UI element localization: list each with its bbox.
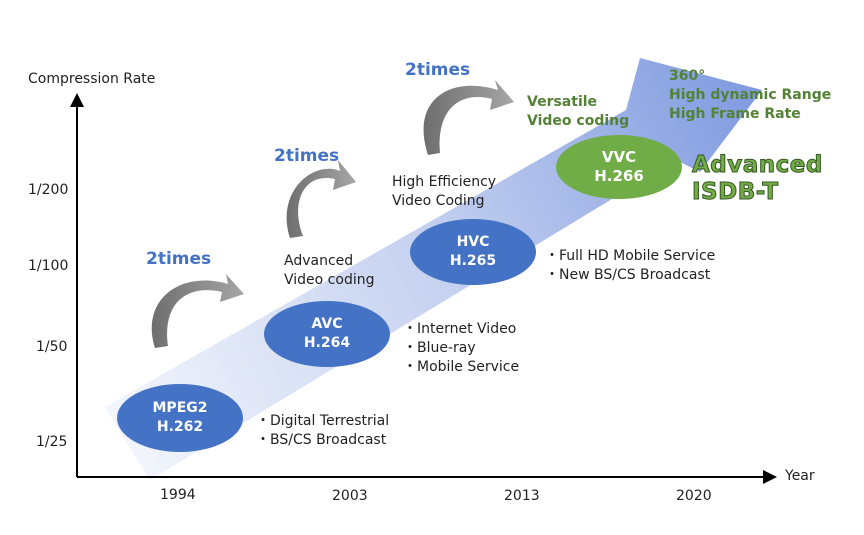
y-tick-label: 1/100 — [28, 258, 69, 274]
y-tick-label: 1/50 — [36, 339, 68, 355]
advanced-isdbt-badge: Advanced ISDB-T — [692, 152, 823, 206]
y-axis-title: Compression Rate — [28, 71, 156, 87]
x-tick-label: 2020 — [676, 488, 712, 504]
x-axis-title: Year — [785, 468, 815, 484]
oval-hevc — [410, 219, 536, 285]
x-tick-label: 1994 — [160, 487, 196, 503]
y-tick-label: 1/200 — [28, 182, 69, 198]
future-features: 360° High dynamic Range High Frame Rate — [669, 68, 832, 122]
x-tick-label: 2013 — [504, 488, 540, 504]
x-tick-label: 2003 — [332, 488, 368, 504]
codec-label-mpeg2: MPEG2 H.262 — [152, 400, 208, 435]
curved-arrow-1 — [151, 274, 244, 348]
curved-arrow-2 — [286, 160, 356, 238]
two-times-label: 2times — [274, 146, 340, 166]
two-times-label: 2times — [146, 249, 212, 269]
y-tick-label: 1/25 — [36, 434, 68, 450]
services-avc: ・Internet Video ・Blue-ray ・Mobile Service — [403, 321, 520, 375]
codec-name-hevc: High Efficiency Video Coding — [392, 174, 497, 209]
curved-arrow-3 — [423, 80, 514, 155]
oval-vvc — [556, 135, 682, 199]
services-mpeg2: ・Digital Terrestrial ・BS/CS Broadcast — [256, 413, 390, 448]
codec-label-avc: AVC H.264 — [303, 316, 351, 351]
services-hevc: ・Full HD Mobile Service ・New BS/CS Broadc… — [545, 248, 716, 283]
oval-mpeg2 — [117, 384, 243, 452]
two-times-label: 2times — [405, 60, 471, 80]
codec-name-vvc: Versatile Video coding — [527, 94, 630, 129]
codec-name-avc: Advanced Video coding — [284, 253, 375, 288]
oval-avc — [264, 301, 390, 367]
codec-label-vvc: VVC H.266 — [594, 148, 644, 185]
codec-label-hevc: HVC H.265 — [449, 234, 497, 269]
